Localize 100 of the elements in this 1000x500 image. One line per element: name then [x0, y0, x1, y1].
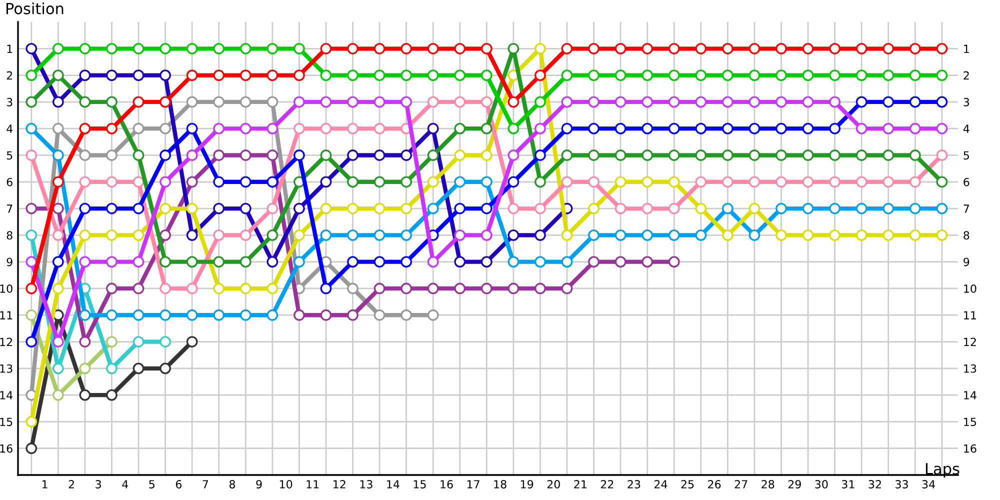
point — [240, 202, 252, 214]
point — [642, 202, 654, 214]
point — [614, 229, 626, 241]
x-tick-label: 6 — [176, 480, 182, 488]
point — [374, 42, 386, 54]
point — [160, 176, 171, 188]
point — [776, 229, 787, 241]
point — [695, 70, 707, 81]
point — [508, 256, 520, 268]
point — [668, 122, 680, 134]
point — [802, 229, 814, 241]
point — [802, 122, 814, 134]
point — [79, 96, 91, 108]
point — [160, 336, 171, 348]
point — [266, 42, 278, 54]
point — [400, 176, 412, 188]
point — [132, 229, 144, 241]
point — [374, 70, 386, 81]
point — [454, 256, 466, 268]
point — [534, 70, 546, 81]
x-tick-label: 34 — [922, 480, 935, 488]
point — [588, 150, 600, 161]
x-tick-label: 3 — [96, 480, 101, 488]
point — [480, 42, 492, 54]
y-tick-label: 4 — [6, 124, 13, 133]
point — [266, 96, 278, 108]
point — [266, 309, 278, 321]
point — [748, 70, 760, 81]
x-tick-label: 22 — [600, 480, 614, 488]
point — [132, 70, 144, 81]
point — [240, 150, 252, 161]
point — [427, 282, 439, 294]
point — [294, 229, 305, 241]
point — [829, 96, 841, 108]
point — [508, 42, 520, 54]
x-tick-label: 9 — [256, 480, 262, 488]
point — [561, 96, 573, 108]
point — [294, 256, 305, 268]
point — [186, 282, 198, 294]
point — [909, 42, 921, 54]
point — [936, 229, 948, 241]
point — [347, 70, 358, 81]
point — [776, 96, 787, 108]
point — [320, 229, 332, 241]
point — [266, 150, 278, 161]
point — [132, 42, 144, 54]
point — [213, 96, 225, 108]
point — [561, 70, 573, 81]
x-tick-label: 31 — [842, 480, 854, 488]
point — [106, 150, 118, 161]
point — [374, 96, 386, 108]
point — [106, 70, 118, 81]
point — [213, 70, 225, 81]
point — [52, 122, 64, 134]
y-tick-label: 3 — [6, 98, 12, 106]
point — [213, 309, 225, 321]
point — [454, 150, 466, 161]
point — [480, 282, 492, 294]
point — [320, 309, 332, 321]
point — [909, 70, 921, 81]
point — [266, 176, 278, 188]
point — [26, 70, 38, 81]
point — [534, 202, 546, 214]
point — [79, 122, 91, 134]
point — [213, 150, 225, 161]
point — [52, 150, 64, 161]
point — [347, 229, 358, 241]
point — [160, 229, 171, 241]
point — [882, 229, 894, 241]
y-tick-label: 5 — [6, 151, 12, 160]
point — [561, 42, 573, 54]
point — [588, 202, 600, 214]
point — [642, 150, 654, 161]
point — [347, 176, 358, 188]
y-tick-label: 15 — [0, 418, 12, 426]
point — [936, 202, 948, 214]
point — [26, 202, 38, 214]
y-tick-label: 6 — [6, 178, 12, 186]
y-tick-label: 7 — [6, 204, 12, 213]
point — [748, 229, 760, 241]
point — [79, 42, 91, 54]
point — [26, 336, 38, 348]
x-tick-label: 32 — [868, 480, 881, 488]
point — [427, 70, 439, 81]
point — [374, 202, 386, 214]
point — [106, 256, 118, 268]
point — [400, 96, 412, 108]
point — [642, 256, 654, 268]
point — [213, 229, 225, 241]
point — [936, 96, 948, 108]
point — [882, 150, 894, 161]
y-tick-label: 1 — [7, 44, 12, 53]
point — [52, 229, 64, 241]
point — [748, 122, 760, 134]
point — [427, 256, 439, 268]
point — [668, 202, 680, 214]
point — [480, 229, 492, 241]
point — [936, 176, 948, 188]
point — [829, 70, 841, 81]
point — [856, 122, 868, 134]
